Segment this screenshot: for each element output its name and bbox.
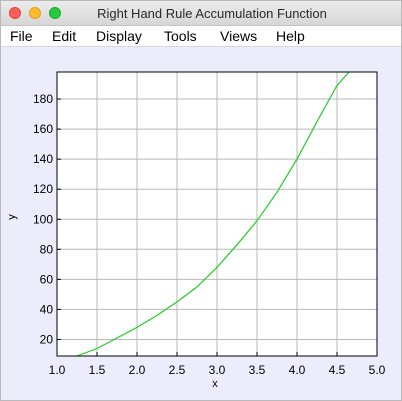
minimize-icon[interactable]	[29, 7, 41, 19]
x-axis-label: x	[212, 378, 218, 390]
x-tick-label: 3.5	[249, 363, 266, 377]
zoom-icon[interactable]	[49, 7, 61, 19]
x-tick-label: 2.0	[129, 363, 146, 377]
x-tick-label: 2.5	[169, 363, 186, 377]
menu-bar: File Edit Display Tools Views Help	[1, 26, 401, 47]
y-tick-label: 180	[33, 92, 53, 106]
close-icon[interactable]	[9, 7, 21, 19]
x-tick-label: 5.0	[369, 363, 386, 377]
menu-tools[interactable]: Tools	[164, 28, 197, 44]
y-tick-label: 100	[33, 212, 53, 226]
x-tick-label: 1.0	[49, 363, 66, 377]
menu-edit[interactable]: Edit	[52, 28, 77, 44]
y-axis: 20 40 60 80 100 120 140 160 180	[33, 92, 61, 346]
menu-help[interactable]: Help	[276, 28, 305, 44]
menu-file[interactable]: File	[10, 28, 33, 44]
x-axis: 1.0 1.5 2.0 2.5 3.0 3.5 4.0 4.5 5.0	[49, 352, 386, 377]
series-layer	[76, 71, 350, 357]
y-tick-label: 60	[40, 272, 54, 286]
menu-display[interactable]: Display	[96, 28, 142, 44]
x-tick-label: 1.5	[89, 363, 106, 377]
title-bar: Right Hand Rule Accumulation Function	[1, 1, 401, 26]
x-tick-label: 4.5	[329, 363, 346, 377]
y-tick-label: 80	[40, 242, 54, 256]
menu-views[interactable]: Views	[220, 28, 258, 44]
y-axis-label: y	[6, 214, 18, 220]
y-tick-label: 20	[40, 332, 54, 346]
x-tick-label: 4.0	[289, 363, 306, 377]
window-title: Right Hand Rule Accumulation Function	[97, 6, 327, 21]
y-tick-label: 160	[33, 122, 53, 136]
series-line	[76, 71, 350, 357]
x-tick-label: 3.0	[209, 363, 226, 377]
y-tick-label: 40	[40, 302, 54, 316]
y-tick-label: 140	[33, 152, 53, 166]
y-tick-label: 120	[33, 182, 53, 196]
